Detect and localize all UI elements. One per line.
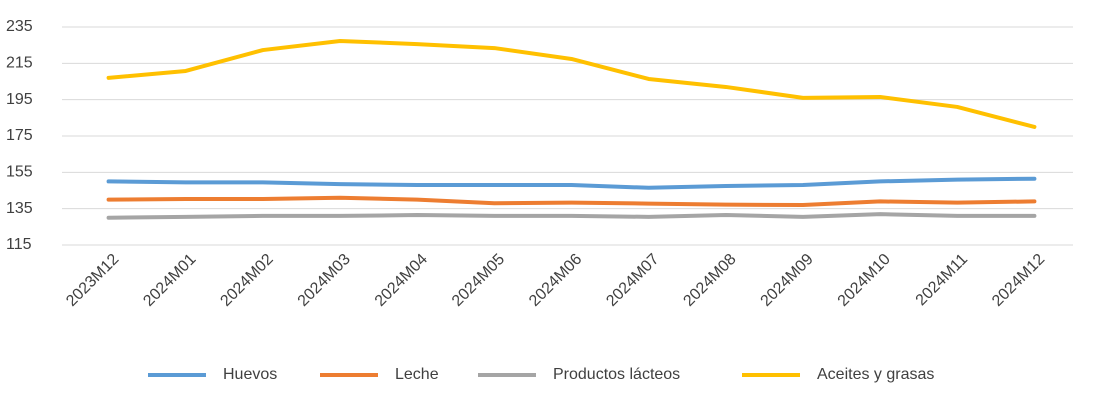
x-tick-label: 2024M09 [758,251,817,310]
legend-label: Aceites y grasas [817,366,934,383]
x-tick-label: 2024M06 [526,251,585,310]
series-line [106,212,1037,220]
y-tick-label: 175 [6,127,33,144]
legend-label: Leche [395,366,439,383]
y-tick-label: 215 [6,55,33,72]
x-tick-label: 2024M11 [913,251,971,309]
series-line [106,176,1037,190]
x-tick-label: 2023M12 [63,251,122,310]
y-tick-label: 235 [6,18,33,35]
x-tick-label: 2024M12 [989,251,1048,310]
y-tick-label: 135 [6,200,33,217]
x-tick-label: 2024M05 [449,251,508,310]
x-tick-label: 2024M08 [680,251,739,310]
x-tick-label: 2024M03 [295,251,354,310]
y-tick-label: 195 [6,91,33,108]
x-tick-label: 2024M01 [140,251,199,310]
x-tick-label: 2024M04 [372,251,431,310]
legend-label: Huevos [223,366,277,383]
legend-label: Productos lácteos [553,366,680,383]
x-tick-label: 2024M07 [603,251,662,310]
y-tick-label: 115 [6,236,32,253]
series-line [106,38,1037,129]
y-tick-label: 155 [6,164,33,181]
x-tick-label: 2024M02 [217,251,276,310]
series-line [106,195,1037,208]
x-tick-label: 2024M10 [835,251,894,310]
